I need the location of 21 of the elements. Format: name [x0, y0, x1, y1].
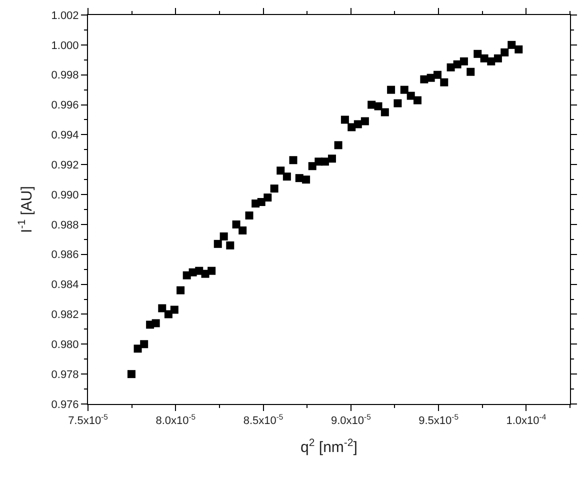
y-tick-label: 0.982	[51, 309, 79, 322]
x-axis-title: q$^{2}$ [nm$^{-2}$]	[300, 436, 358, 456]
y-tick-label: 1.002	[51, 10, 79, 22]
x-tick-label: 8.5x10$^{-5}$	[243, 412, 284, 428]
x-tick-label: 9.5x10$^{-5}$	[418, 412, 458, 428]
y-tick-label: 0.994	[51, 130, 79, 142]
y-tick-label: 0.988	[51, 219, 79, 232]
y-tick-label: 0.978	[51, 368, 79, 381]
y-tick-label: 0.990	[51, 189, 79, 202]
y-tick-label: 0.980	[51, 339, 79, 351]
x-tick-label: 7.5x10$^{-5}$	[68, 412, 108, 428]
y-tick-label: 1.000	[51, 40, 79, 52]
x-tick-label: 9.0x10$^{-5}$	[330, 412, 371, 428]
y-tick-label: 0.986	[51, 249, 79, 262]
y-tick-label: 0.998	[51, 70, 79, 82]
x-tick-label: 1.0x10$^{-4}$	[506, 412, 547, 428]
y-tick-label: 0.996	[51, 100, 79, 112]
y-tick-label: 0.984	[51, 279, 79, 292]
x-tick-label: 8.0x10$^{-5}$	[156, 412, 196, 428]
y-tick-label: 0.992	[51, 159, 79, 172]
y-tick-label: 0.976	[51, 398, 79, 411]
